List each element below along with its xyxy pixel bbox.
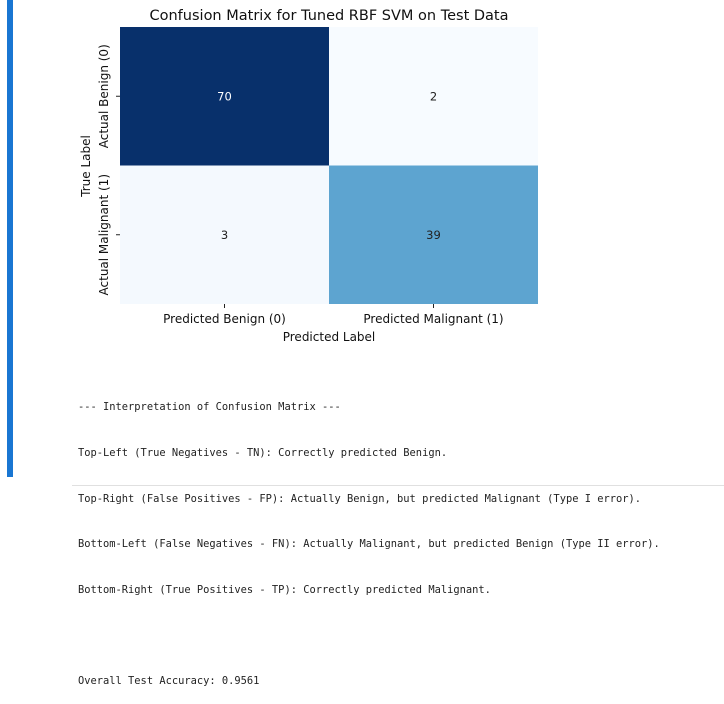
cell-annotation: 2 (430, 89, 437, 103)
confusion-matrix-chart: Confusion Matrix for Tuned RBF SVM on Te… (79, 8, 538, 344)
output-line: Top-Left (True Negatives - TN): Correctl… (78, 447, 448, 459)
cell-annotation: 3 (221, 228, 228, 242)
output-line: Bottom-Right (True Positives - TP): Corr… (78, 583, 491, 596)
y-axis-label: True Label (79, 135, 93, 198)
heatmap-cell (329, 27, 538, 166)
output-line: --- Interpretation of Confusion Matrix -… (78, 401, 341, 414)
console-output: --- Interpretation of Confusion Matrix -… (78, 370, 660, 704)
cell-divider (72, 485, 724, 486)
cell-annotation: 70 (217, 89, 232, 103)
output-line (78, 628, 660, 643)
cell-focus-bar (7, 0, 13, 477)
x-axis-label: Predicted Label (283, 330, 376, 344)
output-line: Top-Right (False Positives - FP): Actual… (78, 492, 642, 505)
y-tick-label: Actual Benign (0) (97, 44, 111, 148)
x-tick-label: Predicted Malignant (1) (363, 312, 503, 326)
chart-title: Confusion Matrix for Tuned RBF SVM on Te… (150, 8, 509, 24)
y-tick-label: Actual Malignant (1) (97, 174, 111, 295)
x-tick-label: Predicted Benign (0) (163, 312, 286, 326)
output-line: Bottom-Left (False Negatives - FN): Actu… (78, 538, 660, 551)
cell-annotation: 39 (426, 228, 441, 242)
heatmap-cell (120, 27, 329, 166)
heatmap-cell (329, 165, 538, 304)
heatmap-cell (120, 165, 329, 304)
output-line: Overall Test Accuracy: 0.9561 (78, 674, 260, 687)
